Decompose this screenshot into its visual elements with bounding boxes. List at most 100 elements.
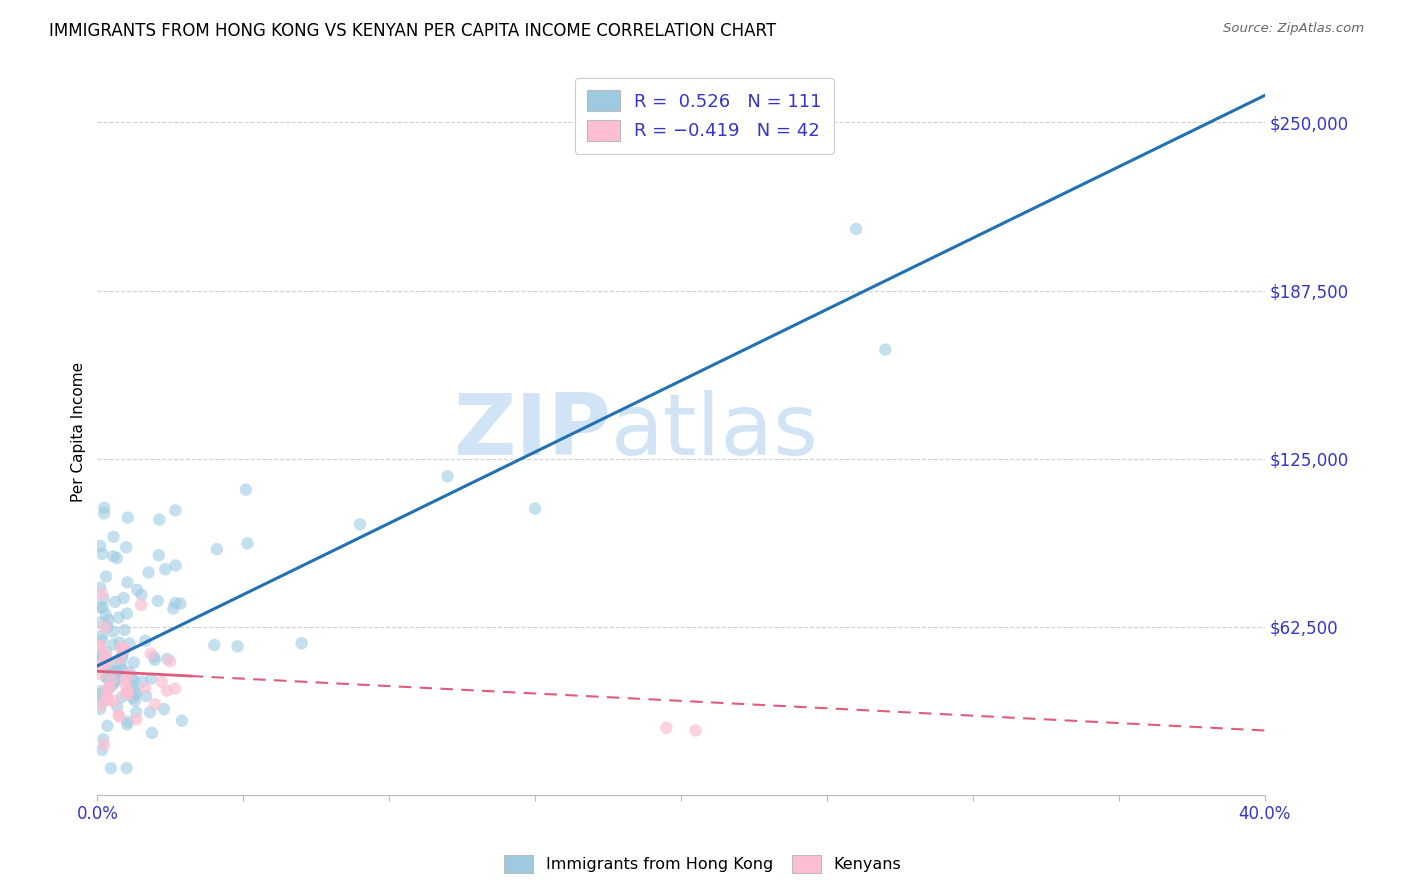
- Point: [96, 670, 118, 684]
- Text: Source: ZipAtlas.com: Source: ZipAtlas.com: [1223, 22, 1364, 36]
- Point: [235, 483, 257, 497]
- Point: [105, 665, 128, 680]
- Legend: Immigrants from Hong Kong, Kenyans: Immigrants from Hong Kong, Kenyans: [498, 848, 908, 880]
- Point: [165, 558, 187, 573]
- Point: [169, 597, 191, 611]
- Point: [89, 667, 111, 681]
- Point: [89, 648, 111, 663]
- Point: [148, 512, 170, 526]
- Point: [114, 623, 136, 637]
- Point: [150, 674, 173, 689]
- Point: [110, 640, 132, 655]
- Point: [875, 343, 897, 357]
- Point: [103, 530, 125, 544]
- Point: [845, 222, 868, 236]
- Point: [112, 591, 135, 605]
- Point: [105, 551, 128, 566]
- Point: [129, 598, 152, 612]
- Point: [97, 693, 120, 707]
- Point: [139, 647, 162, 661]
- Point: [165, 596, 187, 610]
- Point: [94, 650, 117, 665]
- Point: [107, 610, 129, 624]
- Point: [138, 566, 160, 580]
- Point: [159, 654, 181, 668]
- Point: [117, 687, 139, 701]
- Point: [153, 702, 176, 716]
- Point: [156, 683, 179, 698]
- Point: [202, 638, 225, 652]
- Point: [103, 694, 125, 708]
- Point: [111, 644, 134, 658]
- Point: [131, 588, 153, 602]
- Point: [94, 569, 117, 583]
- Point: [101, 673, 124, 687]
- Point: [143, 698, 166, 712]
- Point: [96, 691, 118, 706]
- Point: [162, 601, 184, 615]
- Point: [121, 671, 143, 685]
- Point: [118, 636, 141, 650]
- Point: [90, 658, 112, 673]
- Point: [108, 709, 131, 723]
- Point: [115, 683, 138, 698]
- Point: [93, 500, 115, 515]
- Point: [117, 510, 139, 524]
- Point: [111, 690, 134, 705]
- Point: [97, 681, 120, 696]
- Point: [100, 761, 122, 775]
- Point: [108, 651, 131, 665]
- Point: [114, 678, 136, 692]
- Point: [91, 587, 114, 601]
- Text: ZIP: ZIP: [453, 391, 612, 474]
- Point: [134, 633, 156, 648]
- Legend: R =  0.526   N = 111, R = −0.419   N = 42: R = 0.526 N = 111, R = −0.419 N = 42: [575, 78, 834, 153]
- Point: [91, 633, 114, 648]
- Y-axis label: Per Capita Income: Per Capita Income: [72, 362, 86, 502]
- Point: [96, 645, 118, 659]
- Point: [141, 672, 163, 686]
- Point: [118, 665, 141, 679]
- Point: [96, 670, 118, 684]
- Point: [110, 655, 132, 669]
- Point: [121, 679, 143, 693]
- Point: [107, 673, 129, 687]
- Point: [115, 607, 138, 621]
- Point: [143, 653, 166, 667]
- Point: [107, 707, 129, 722]
- Point: [685, 723, 707, 738]
- Point: [93, 738, 115, 752]
- Point: [135, 689, 157, 703]
- Point: [108, 635, 131, 649]
- Point: [89, 684, 111, 698]
- Point: [89, 639, 111, 653]
- Point: [655, 721, 678, 735]
- Point: [96, 682, 118, 697]
- Point: [104, 671, 127, 685]
- Point: [148, 548, 170, 562]
- Point: [111, 649, 134, 664]
- Point: [156, 652, 179, 666]
- Point: [103, 638, 125, 652]
- Point: [111, 662, 134, 676]
- Point: [125, 712, 148, 726]
- Point: [93, 732, 115, 747]
- Point: [101, 671, 124, 685]
- Point: [90, 648, 112, 662]
- Point: [91, 591, 114, 606]
- Point: [122, 673, 145, 688]
- Text: atlas: atlas: [612, 391, 818, 474]
- Point: [100, 664, 122, 678]
- Point: [103, 664, 125, 678]
- Point: [122, 656, 145, 670]
- Point: [91, 694, 114, 708]
- Point: [96, 719, 118, 733]
- Point: [125, 705, 148, 719]
- Point: [90, 743, 112, 757]
- Point: [155, 562, 177, 576]
- Point: [97, 613, 120, 627]
- Point: [117, 575, 139, 590]
- Point: [146, 594, 169, 608]
- Point: [141, 726, 163, 740]
- Point: [105, 699, 128, 714]
